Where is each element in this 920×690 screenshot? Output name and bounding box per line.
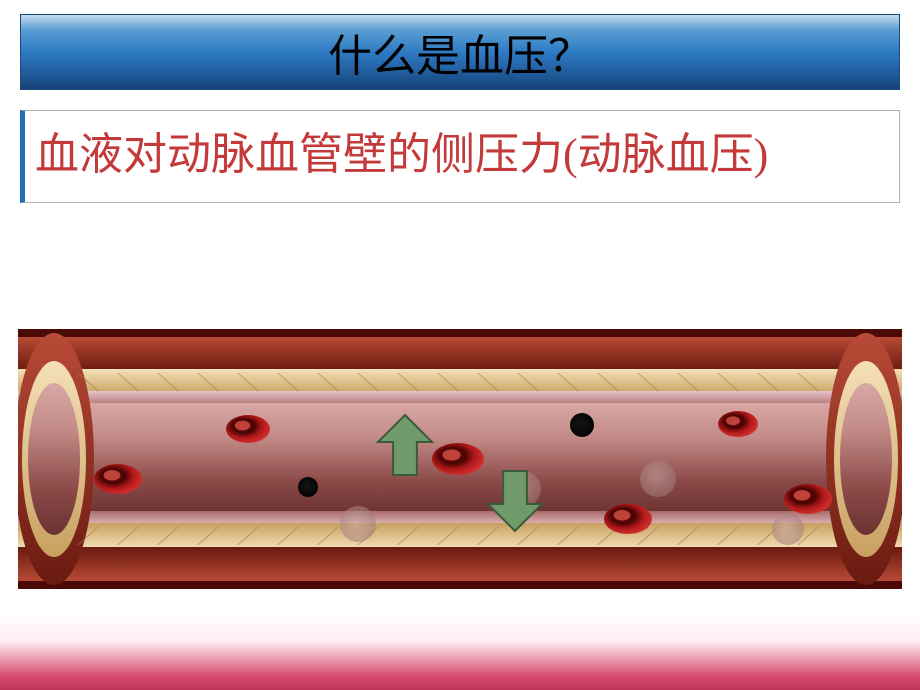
outer-wall-top [18, 337, 902, 371]
red-blood-cell [604, 504, 652, 534]
ghost-cell [772, 513, 804, 545]
ghost-cell [640, 461, 676, 497]
ghost-cell [340, 506, 376, 542]
red-blood-cell [718, 411, 758, 437]
slide-title-bar: 什么是血压？ [20, 14, 900, 90]
slide-title: 什么是血压？ [328, 20, 592, 84]
middle-layer-bottom [18, 523, 902, 549]
red-blood-cell [784, 484, 832, 514]
definition-text: 血液对动脉血管壁的侧压力(动脉血压) [35, 125, 889, 184]
left-end-lumen [28, 383, 80, 535]
dark-cell [570, 413, 594, 437]
red-blood-cell [226, 415, 270, 443]
blood-vessel-diagram [18, 329, 902, 589]
right-end-lumen [840, 383, 892, 535]
definition-box: 血液对动脉血管壁的侧压力(动脉血压) [20, 110, 900, 203]
dark-cell [298, 477, 318, 497]
red-blood-cell [94, 464, 142, 494]
vessel-svg [18, 329, 902, 589]
footer-gradient [0, 614, 920, 690]
red-blood-cell [432, 443, 484, 475]
outer-wall-bottom [18, 547, 902, 581]
